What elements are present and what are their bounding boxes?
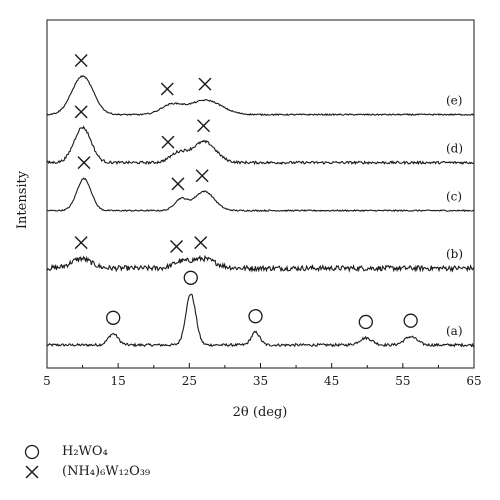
ammonium-tungstate-marker-e-0: [74, 54, 88, 68]
x-tick-label-35: 35: [253, 374, 268, 388]
x-axis-title-text: 2θ (deg): [233, 405, 288, 420]
x-tick-label-25: 25: [182, 374, 197, 388]
ammonium-tungstate-marker-b-1: [170, 239, 184, 253]
y-axis-title: Intensity: [15, 170, 30, 229]
markers-group: [74, 54, 418, 330]
legend-label-h2wo4: H₂WO₄: [62, 444, 108, 459]
circle-marker-icon: [24, 444, 40, 460]
curve-a: [46, 293, 475, 348]
legend-item-h2wo4: H₂WO₄: [20, 442, 150, 462]
cross-marker-icon: [25, 465, 39, 479]
legend-label-ammonium-tungstate: (NH₄)₆W₁₂O₃₉: [62, 464, 151, 479]
h2wo4-marker-a-0: [106, 310, 121, 325]
curve-label-a: (a): [446, 324, 463, 338]
ammonium-tungstate-marker-c-1: [171, 177, 185, 191]
legend: H₂WO₄ (NH₄)₆W₁₂O₃₉: [20, 442, 150, 482]
h2wo4-marker-a-3: [358, 314, 373, 330]
x-tick-label-45: 45: [324, 374, 339, 388]
ammonium-tungstate-marker-b-2: [194, 236, 208, 250]
curves-group: [46, 75, 475, 348]
curve-label-d: (d): [446, 142, 463, 156]
ammonium-tungstate-marker-b-0: [74, 236, 88, 250]
h2wo4-marker-a-1: [183, 270, 198, 285]
ammonium-tungstate-marker-d-0: [74, 105, 88, 119]
curve-c: [47, 177, 475, 213]
ammonium-tungstate-marker-d-1: [161, 135, 175, 149]
x-tick-label-55: 55: [395, 374, 410, 388]
x-tick-label-65: 65: [466, 374, 481, 388]
ammonium-tungstate-marker-c-2: [195, 169, 209, 183]
curve-label-b: (b): [446, 247, 463, 261]
ammonium-tungstate-marker-e-2: [198, 77, 212, 91]
curve-e: [46, 75, 475, 117]
h2wo4-marker-a-2: [248, 309, 263, 324]
curve-label-c: (c): [446, 190, 462, 204]
h2wo4-marker-a-4: [403, 313, 418, 328]
curve-labels-group: (a) (b) (c) (d) (e): [446, 94, 463, 338]
curve-d: [46, 125, 475, 166]
ammonium-tungstate-marker-d-2: [197, 119, 211, 133]
plot-frame: [46, 19, 475, 369]
x-axis-title: 2θ (deg): [233, 405, 288, 420]
x-tick-label-5: 5: [43, 374, 51, 388]
ammonium-tungstate-marker-c-0: [77, 156, 91, 170]
ammonium-tungstate-marker-e-1: [160, 82, 174, 96]
curve-b: [46, 254, 475, 273]
curve-label-e: (e): [446, 94, 462, 108]
x-tick-label-15: 15: [111, 374, 126, 388]
plot-border: [46, 19, 475, 369]
legend-item-ammonium-tungstate: (NH₄)₆W₁₂O₃₉: [20, 462, 150, 482]
x-ticks-group: 5 15 25 35 45 55 65: [43, 363, 482, 388]
